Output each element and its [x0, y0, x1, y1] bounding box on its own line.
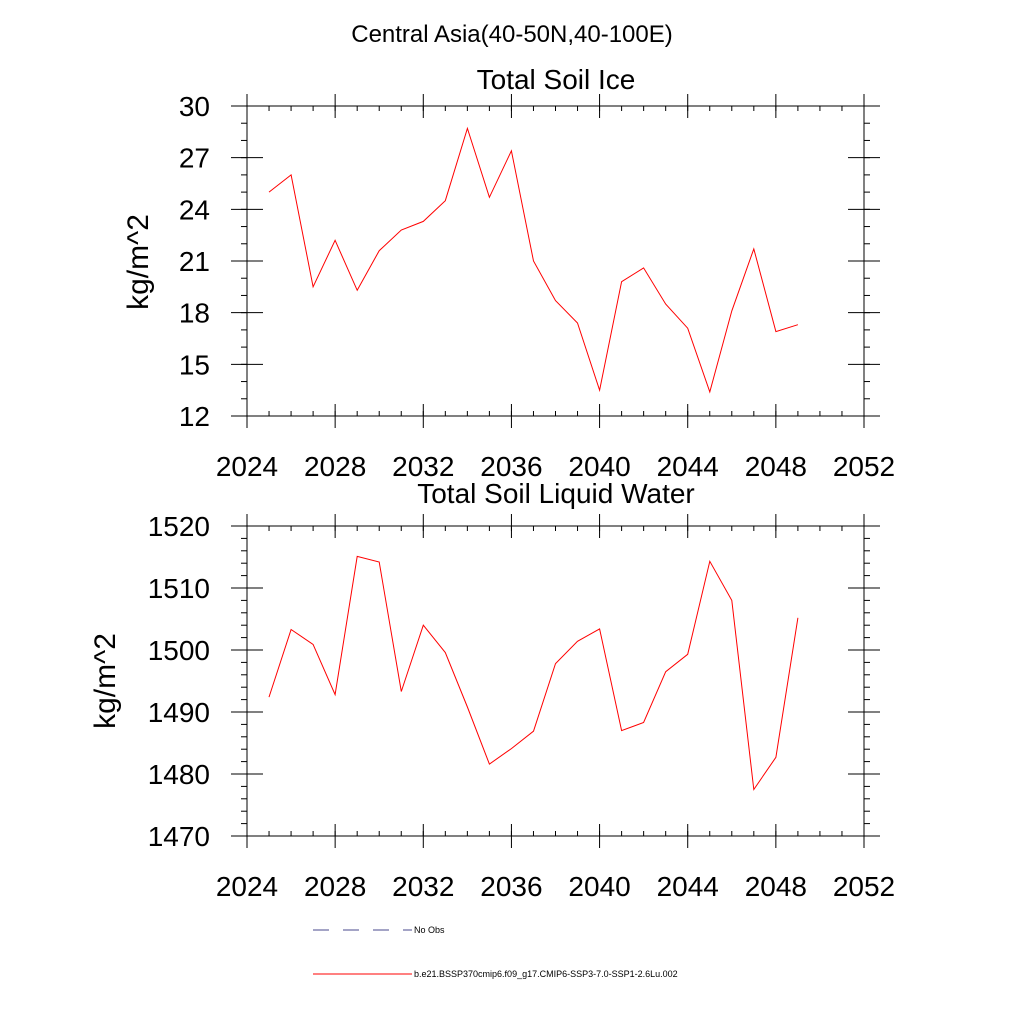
- panel-title: Total Soil Ice: [477, 64, 636, 95]
- x-tick-label: 2040: [568, 871, 630, 902]
- x-tick-label: 2032: [392, 871, 454, 902]
- x-tick-label: 2048: [745, 871, 807, 902]
- y-tick-label: 21: [179, 246, 210, 277]
- legend-label: b.e21.BSSP370cmip6.f09_g17.CMIP6-SSP3-7.…: [414, 969, 678, 979]
- x-tick-label: 2028: [304, 451, 366, 482]
- y-tick-label: 1470: [148, 821, 210, 852]
- y-tick-label: 1490: [148, 697, 210, 728]
- x-tick-label: 2024: [216, 871, 278, 902]
- y-tick-label: 1510: [148, 573, 210, 604]
- x-tick-label: 2040: [568, 451, 630, 482]
- x-tick-label: 2044: [657, 451, 719, 482]
- x-tick-label: 2048: [745, 451, 807, 482]
- plot-frame: [246, 105, 865, 417]
- x-tick-label: 2032: [392, 451, 454, 482]
- y-axis-label: kg/m^2: [89, 633, 122, 729]
- x-tick-label: 2036: [480, 451, 542, 482]
- y-tick-label: 1520: [148, 511, 210, 542]
- axis-ticks: [231, 94, 880, 428]
- panel-title: Total Soil Liquid Water: [417, 478, 695, 509]
- panel-total-soil-ice: Total Soil Ice kg/m^2 2024 2028 2032 2036 20…: [122, 64, 895, 482]
- x-tick-label: 2036: [480, 871, 542, 902]
- legend-entry-no-obs: No Obs: [313, 925, 445, 935]
- figure-title: Central Asia(40-50N,40-100E): [351, 21, 673, 48]
- series-line: [268, 555, 799, 791]
- plot-frame: [246, 525, 865, 837]
- legend-label: No Obs: [414, 925, 445, 935]
- axis-ticks: [231, 514, 880, 848]
- x-tick-label: 2028: [304, 871, 366, 902]
- y-tick-label: 1500: [148, 635, 210, 666]
- y-tick-label: 15: [179, 349, 210, 380]
- legend-entry-model-run: b.e21.BSSP370cmip6.f09_g17.CMIP6-SSP3-7.…: [313, 969, 678, 979]
- x-tick-label: 2024: [216, 451, 278, 482]
- series-line: [268, 126, 799, 394]
- y-tick-label: 18: [179, 298, 210, 329]
- x-tick-label: 2052: [833, 451, 895, 482]
- legend: No Obs b.e21.BSSP370cmip6.f09_g17.CMIP6-…: [313, 925, 678, 979]
- y-tick-label: 12: [179, 401, 210, 432]
- y-tick-label: 24: [179, 194, 210, 225]
- y-axis-label: kg/m^2: [122, 214, 155, 310]
- panel-total-soil-liquid-water: Total Soil Liquid Water kg/m^2 2024 2028 2…: [89, 478, 895, 902]
- x-tick-label: 2044: [657, 871, 719, 902]
- y-tick-label: 1480: [148, 759, 210, 790]
- y-tick-label: 30: [179, 91, 210, 122]
- x-tick-label: 2052: [833, 871, 895, 902]
- y-tick-label: 27: [179, 143, 210, 174]
